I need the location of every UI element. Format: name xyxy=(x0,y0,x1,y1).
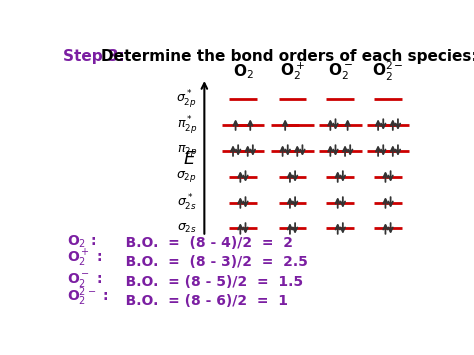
Text: B.O.  =  (8 - 4)/2  =  2: B.O. = (8 - 4)/2 = 2 xyxy=(110,236,292,250)
Text: O$_2^+$: O$_2^+$ xyxy=(280,60,305,82)
Text: O$_2$: O$_2$ xyxy=(233,62,253,81)
Text: O$_2^{2-}$: O$_2^{2-}$ xyxy=(372,60,404,83)
Text: $E$: $E$ xyxy=(183,150,196,168)
Text: Step 3:: Step 3: xyxy=(63,49,125,65)
Text: O$_2$ :: O$_2$ : xyxy=(66,234,96,250)
Text: O$_2^-$: O$_2^-$ xyxy=(328,61,353,82)
Text: O$_2^+$ :: O$_2^+$ : xyxy=(66,248,102,269)
Text: Determine the bond orders of each species:: Determine the bond orders of each specie… xyxy=(101,49,474,65)
Text: B.O.  = (8 - 6)/2  =  1: B.O. = (8 - 6)/2 = 1 xyxy=(110,294,288,308)
Text: B.O.  =  (8 - 3)/2  =  2.5: B.O. = (8 - 3)/2 = 2.5 xyxy=(110,256,308,269)
Text: $\sigma_{2s}$: $\sigma_{2s}$ xyxy=(177,222,197,235)
Text: O$_2^{2-}$ :: O$_2^{2-}$ : xyxy=(66,285,108,308)
Text: O$_2^-$ :: O$_2^-$ : xyxy=(66,271,102,289)
Text: B.O.  = (8 - 5)/2  =  1.5: B.O. = (8 - 5)/2 = 1.5 xyxy=(110,275,303,289)
Text: $\pi_{2p}^*$: $\pi_{2p}^*$ xyxy=(177,114,197,136)
Text: $\sigma_{2s}^*$: $\sigma_{2s}^*$ xyxy=(177,192,197,213)
Text: $\sigma_{2p}^*$: $\sigma_{2p}^*$ xyxy=(176,88,197,110)
Text: $\sigma_{2p}$: $\sigma_{2p}$ xyxy=(176,169,197,184)
Text: $\pi_{2p}$: $\pi_{2p}$ xyxy=(177,143,197,158)
